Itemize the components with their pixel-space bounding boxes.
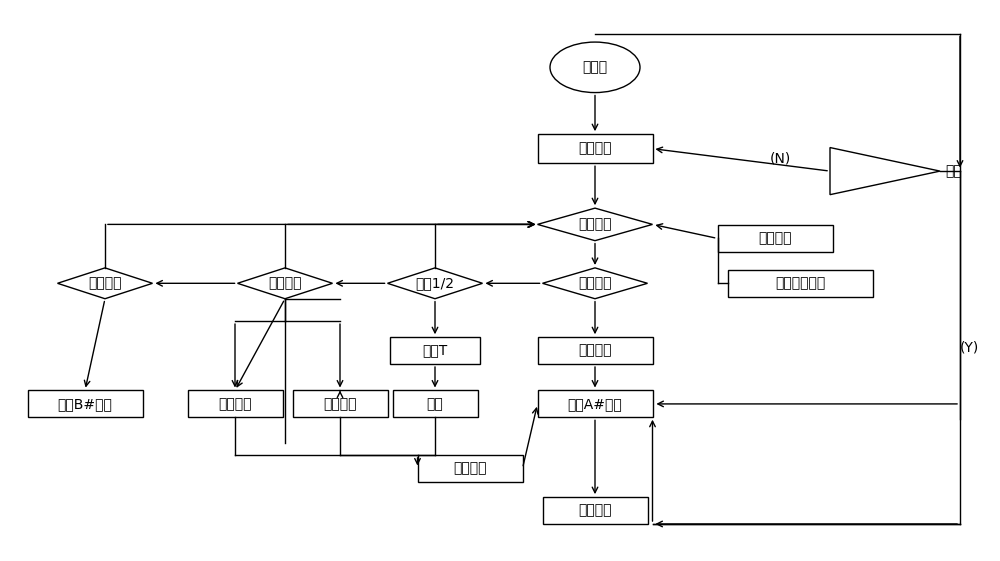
Text: 压缩流程: 压缩流程 [218, 397, 252, 411]
FancyBboxPatch shape [188, 390, 283, 417]
Text: 辅助系统: 辅助系统 [578, 344, 612, 357]
Text: (Y): (Y) [960, 341, 979, 355]
Text: 井口压力: 井口压力 [268, 277, 302, 290]
Text: 计时T: 计时T [422, 344, 448, 357]
FancyBboxPatch shape [538, 390, 652, 417]
Text: 作业设置: 作业设置 [578, 142, 612, 155]
FancyBboxPatch shape [718, 225, 832, 252]
FancyBboxPatch shape [392, 390, 478, 417]
Text: 进气压力: 进气压力 [88, 277, 122, 290]
FancyBboxPatch shape [538, 134, 652, 163]
Polygon shape [830, 148, 940, 195]
FancyBboxPatch shape [390, 337, 480, 364]
FancyBboxPatch shape [538, 337, 652, 364]
Text: 启动指令: 启动指令 [578, 277, 612, 290]
Text: 直充流程: 直充流程 [323, 397, 357, 411]
Polygon shape [538, 208, 652, 241]
Text: 启动A#电机: 启动A#电机 [568, 397, 622, 411]
Ellipse shape [550, 42, 640, 93]
Text: 动力单元: 动力单元 [758, 232, 792, 245]
FancyBboxPatch shape [293, 390, 388, 417]
Polygon shape [542, 268, 648, 298]
Text: 位置1/2: 位置1/2 [416, 277, 454, 290]
Polygon shape [388, 268, 482, 298]
Text: 作业结束: 作业结束 [578, 504, 612, 517]
FancyBboxPatch shape [28, 390, 143, 417]
Text: 保护: 保护 [945, 164, 962, 178]
Text: 初始化: 初始化 [582, 61, 608, 74]
Text: 换向: 换向 [427, 397, 443, 411]
Text: 充装流量: 充装流量 [453, 462, 487, 475]
Text: 启动B#电机: 启动B#电机 [58, 397, 112, 411]
Polygon shape [57, 268, 152, 298]
FancyBboxPatch shape [542, 497, 648, 524]
Text: 数据采集: 数据采集 [578, 218, 612, 231]
FancyBboxPatch shape [418, 455, 522, 482]
Text: (N): (N) [769, 151, 791, 165]
FancyBboxPatch shape [728, 270, 872, 297]
Text: 干燥分离单元: 干燥分离单元 [775, 277, 825, 290]
Polygon shape [238, 268, 332, 298]
